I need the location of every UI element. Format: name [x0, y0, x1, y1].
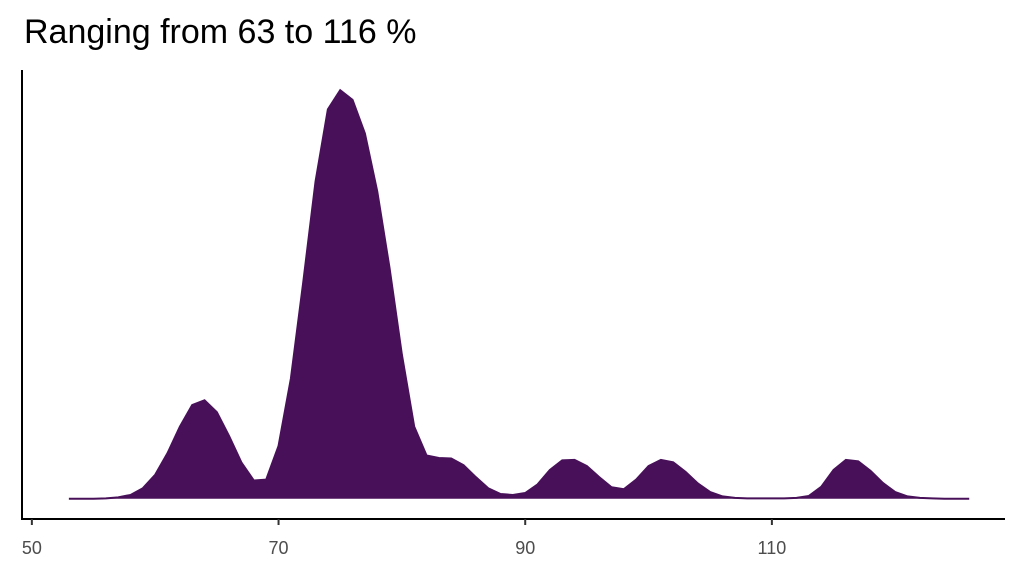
x-tick-label: 70 [269, 538, 289, 558]
chart-title: Ranging from 63 to 116 % [24, 13, 417, 51]
x-tick-label: 110 [758, 538, 787, 558]
x-tick-label: 50 [22, 538, 42, 558]
x-tick-label: 90 [515, 538, 535, 558]
density-area [68, 88, 970, 500]
